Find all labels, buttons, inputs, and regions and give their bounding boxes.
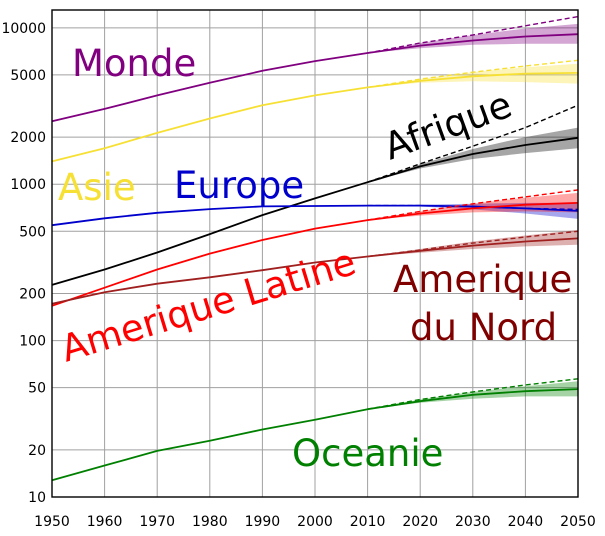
plot-frame — [51, 9, 579, 498]
label-amerique-nord-line2: du Nord — [410, 306, 557, 349]
x-tick-2010: 2010 — [350, 514, 386, 530]
x-tick-2000: 2000 — [297, 514, 333, 530]
y-tick-5000: 5000 — [10, 68, 46, 84]
y-tick-100: 100 — [19, 334, 46, 350]
line-high-monde — [367, 15, 579, 54]
band-europe — [367, 202, 578, 219]
line-oceanie — [51, 408, 368, 482]
line-amerique-latine — [51, 219, 368, 307]
x-tick-1990: 1990 — [245, 514, 281, 530]
line-high-afrique — [367, 104, 579, 183]
y-tick-10: 10 — [28, 490, 46, 506]
y-tick-50: 50 — [28, 381, 46, 397]
line-median-oceanie — [367, 388, 579, 411]
line-high-asie — [367, 59, 579, 89]
x-tick-2030: 2030 — [455, 514, 491, 530]
label-europe: Europe — [174, 164, 304, 207]
line-median-amerique-latine — [367, 202, 579, 221]
line-median-afrique — [367, 136, 579, 184]
y-tick-200: 200 — [19, 287, 46, 303]
line-high-amerique-latine — [367, 189, 579, 221]
line-high-europe — [367, 204, 579, 211]
label-monde: Monde — [72, 42, 196, 85]
y-tick-2000: 2000 — [10, 130, 46, 146]
x-tick-1980: 1980 — [192, 514, 228, 530]
y-tick-10000: 10000 — [1, 21, 46, 37]
y-tick-1000: 1000 — [10, 177, 46, 193]
x-tick-1970: 1970 — [139, 514, 175, 530]
x-tick-1950: 1950 — [34, 514, 70, 530]
label-oceanie: Oceanie — [292, 432, 443, 475]
line-asie — [51, 86, 368, 163]
x-tick-2040: 2040 — [508, 514, 544, 530]
tick-labels: 1950 1960 1970 1980 1990 2000 2010 2020 2030 2040… — [1, 21, 595, 530]
line-median-monde — [367, 33, 579, 54]
line-median-asie — [367, 72, 579, 89]
series-lines — [51, 15, 579, 482]
x-tick-2020: 2020 — [402, 514, 438, 530]
y-tick-500: 500 — [19, 224, 46, 240]
line-amerique-du-nord — [51, 255, 368, 305]
region-labels: Monde Asie Europe Afrique Amerique Latin… — [56, 42, 572, 475]
label-amerique-nord-line1: Amerique — [393, 258, 572, 301]
label-asie: Asie — [58, 166, 136, 209]
line-europe — [51, 204, 368, 227]
x-tick-2050: 2050 — [560, 514, 596, 530]
x-tick-1960: 1960 — [87, 514, 123, 530]
line-monde — [51, 52, 368, 123]
line-high-oceanie — [367, 378, 579, 410]
y-tick-20: 20 — [28, 443, 46, 459]
line-afrique — [51, 181, 368, 286]
line-high-amerique-du-nord — [367, 230, 579, 258]
